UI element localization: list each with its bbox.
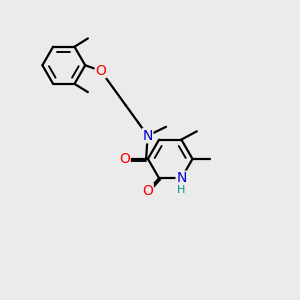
- Text: O: O: [95, 64, 106, 78]
- Text: N: N: [176, 171, 187, 185]
- Text: O: O: [119, 152, 130, 166]
- Text: N: N: [142, 129, 153, 143]
- Text: O: O: [142, 184, 153, 198]
- Text: H: H: [177, 184, 185, 194]
